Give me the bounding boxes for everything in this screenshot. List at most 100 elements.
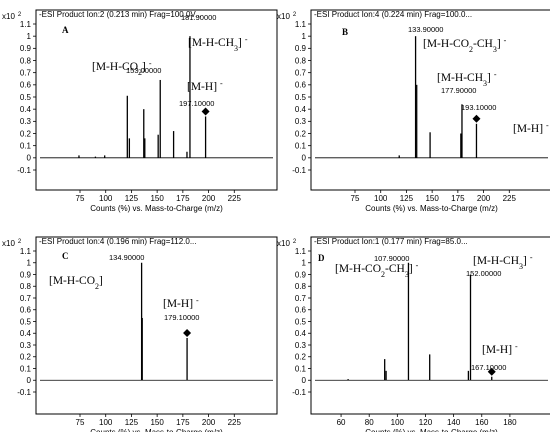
y-tick-label: 0.8 bbox=[295, 56, 307, 65]
y-tick-label: 0.3 bbox=[295, 117, 307, 126]
peak-mz-label: 167.10000 bbox=[471, 363, 506, 372]
ion-label-0: [M-H-CO2] - bbox=[92, 59, 152, 77]
y-tick-label: 0.7 bbox=[295, 68, 307, 77]
ion-label-1: [M-H-CH3] - bbox=[473, 253, 533, 271]
ion-label-0: [M-H-CO2-CH3] - bbox=[335, 261, 419, 279]
y-tick-label: 1 bbox=[27, 32, 32, 41]
peak-mz-label: 197.10000 bbox=[179, 99, 214, 108]
y-tick-label: 0.6 bbox=[20, 306, 32, 315]
y-tick-label: 0.3 bbox=[20, 341, 32, 350]
panel-header: -ESI Product Ion:1 (0.177 min) Frag=85.0… bbox=[314, 237, 468, 246]
y-tick-label: 0.5 bbox=[295, 93, 307, 102]
y-tick-label: 0.4 bbox=[20, 105, 32, 114]
x-tick-label: 150 bbox=[150, 418, 164, 427]
y-tick-label: 0.8 bbox=[20, 282, 32, 291]
panel-letter: C bbox=[62, 251, 69, 261]
y-tick-label: 0.4 bbox=[20, 329, 32, 338]
x-tick-label: 100 bbox=[374, 194, 388, 203]
x-tick-label: 75 bbox=[76, 194, 85, 203]
x-tick-label: 200 bbox=[202, 194, 216, 203]
plot-frame bbox=[35, 9, 278, 191]
x-tick-label: 175 bbox=[176, 194, 190, 203]
y-tick-label: 0.1 bbox=[295, 364, 307, 373]
ion-label-2: [M-H] - bbox=[513, 121, 549, 136]
x-tick-label: 125 bbox=[125, 194, 139, 203]
plot-frame bbox=[310, 9, 550, 191]
y-tick-label: 0.1 bbox=[20, 364, 32, 373]
peak-mz-label: 153.00000 bbox=[126, 66, 161, 75]
x-tick-label: 100 bbox=[99, 194, 113, 203]
peak-mz-label: 134.90000 bbox=[109, 253, 144, 262]
y-tick-label: 0.7 bbox=[295, 294, 307, 303]
y-tick-label: 0.7 bbox=[20, 294, 32, 303]
peak-mz-label: 179.10000 bbox=[164, 313, 199, 322]
y-tick-label: 0.4 bbox=[295, 105, 307, 114]
y-tick-label: 0.6 bbox=[20, 81, 32, 90]
precursor-marker bbox=[487, 367, 496, 376]
y-tick-label: 0.2 bbox=[20, 353, 32, 362]
y-tick-label: 0.8 bbox=[295, 282, 307, 291]
y-tick-label: 0.2 bbox=[295, 353, 307, 362]
x-tick-label: 100 bbox=[391, 418, 405, 427]
y-scale-label: x10 2 bbox=[277, 12, 297, 21]
y-scale-label: x10 2 bbox=[2, 239, 22, 248]
x-axis-label: Counts (%) vs. Mass-to-Charge (m/z) bbox=[90, 428, 223, 432]
spectrum-panel-b: -ESI Product Ion:4 (0.224 min) Frag=100.… bbox=[277, 9, 550, 213]
panel-header: -ESI Product Ion:2 (0.213 min) Frag=100.… bbox=[39, 10, 202, 19]
panel-letter: A bbox=[62, 25, 69, 35]
y-tick-label: 0.7 bbox=[20, 68, 32, 77]
y-tick-label: 1 bbox=[302, 259, 307, 268]
y-tick-label: 0.9 bbox=[295, 270, 307, 279]
x-tick-label: 75 bbox=[351, 194, 360, 203]
plot-frame bbox=[310, 236, 550, 415]
x-tick-label: 125 bbox=[400, 194, 414, 203]
x-tick-label: 160 bbox=[475, 418, 489, 427]
ion-label-2: [M-H] - bbox=[482, 342, 518, 357]
x-axis-label: Counts (%) vs. Mass-to-Charge (m/z) bbox=[365, 204, 498, 213]
x-tick-label: 180 bbox=[503, 418, 517, 427]
spectrum-panel-d: -ESI Product Ion:1 (0.177 min) Frag=85.0… bbox=[277, 236, 550, 432]
plot-frame bbox=[35, 236, 278, 415]
y-tick-label: 0.4 bbox=[295, 329, 307, 338]
y-tick-label: 0.9 bbox=[295, 44, 307, 53]
y-tick-label: 0 bbox=[27, 376, 32, 385]
x-tick-label: 75 bbox=[76, 418, 85, 427]
x-tick-label: 175 bbox=[451, 194, 465, 203]
x-tick-label: 225 bbox=[228, 194, 242, 203]
x-tick-label: 100 bbox=[99, 418, 113, 427]
panel-letter: D bbox=[318, 253, 325, 263]
ion-label-1: [M-H-CH3] - bbox=[437, 70, 497, 88]
y-tick-label: 0.2 bbox=[20, 129, 32, 138]
panel-header: -ESI Product Ion:4 (0.196 min) Frag=112.… bbox=[39, 237, 197, 246]
y-scale-label: x10 2 bbox=[277, 239, 297, 248]
y-tick-label: -0.1 bbox=[292, 388, 306, 397]
peak-mz-label: 181.90000 bbox=[181, 13, 216, 22]
y-tick-label: -0.1 bbox=[17, 166, 31, 175]
y-tick-label: 0.9 bbox=[20, 44, 32, 53]
y-tick-label: 1 bbox=[302, 32, 307, 41]
precursor-marker bbox=[472, 114, 481, 123]
ion-label-1: [M-H-CH3] - bbox=[188, 35, 248, 53]
y-tick-label: 0.1 bbox=[20, 141, 32, 150]
y-tick-label: 1.1 bbox=[20, 20, 32, 29]
panel-letter: B bbox=[342, 27, 348, 37]
x-tick-label: 225 bbox=[228, 418, 242, 427]
y-tick-label: -0.1 bbox=[17, 388, 31, 397]
spectrum-panel-c: -ESI Product Ion:4 (0.196 min) Frag=112.… bbox=[2, 236, 278, 432]
y-tick-label: 0.2 bbox=[295, 129, 307, 138]
y-tick-label: 0.3 bbox=[20, 117, 32, 126]
x-tick-label: 225 bbox=[503, 194, 517, 203]
y-tick-label: 0.6 bbox=[295, 306, 307, 315]
ion-label-0: [M-H-CO2] bbox=[49, 275, 103, 291]
ion-label-2: [M-H] - bbox=[187, 79, 223, 94]
peak-mz-label: 107.90000 bbox=[374, 254, 409, 263]
y-tick-label: 1.1 bbox=[295, 247, 307, 256]
x-axis-label: Counts (%) vs. Mass-to-Charge (m/z) bbox=[365, 428, 498, 432]
x-tick-label: 150 bbox=[150, 194, 164, 203]
x-tick-label: 200 bbox=[202, 418, 216, 427]
peak-mz-label: 193.10000 bbox=[461, 103, 496, 112]
spectrum-panel-a: -ESI Product Ion:2 (0.213 min) Frag=100.… bbox=[2, 9, 278, 213]
y-tick-label: 0.9 bbox=[20, 270, 32, 279]
y-tick-label: 0 bbox=[27, 154, 32, 163]
peak-mz-label: 133.90000 bbox=[408, 25, 443, 34]
